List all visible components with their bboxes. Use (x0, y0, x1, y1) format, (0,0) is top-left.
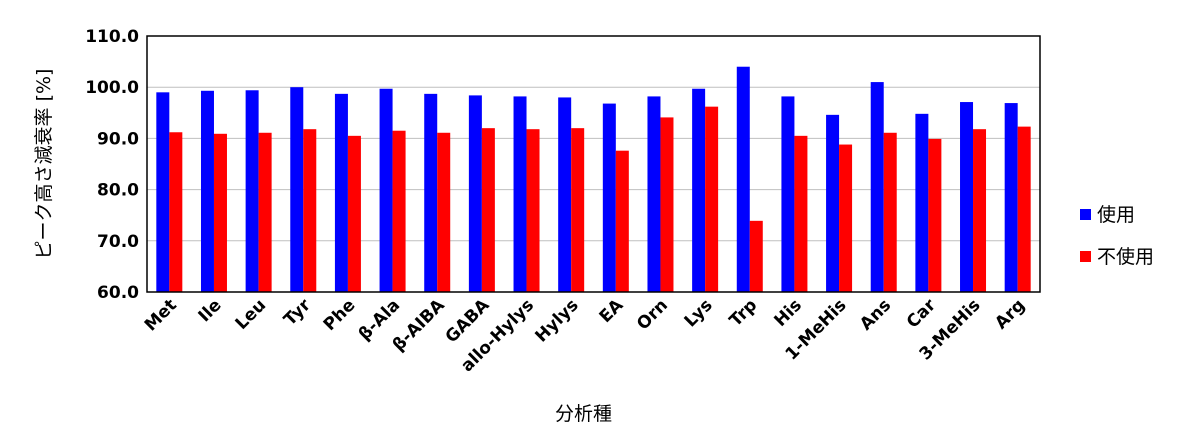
y-tick-label: 60.0 (97, 283, 139, 303)
y-tick-label: 110.0 (85, 27, 139, 47)
bar-shiyou-19 (1004, 103, 1018, 293)
bar-shiyou-11 (647, 96, 661, 292)
y-axis-ticks: 60.0 70.0 80.0 90.0 100.0 110.0 (85, 27, 139, 303)
bar-shiyou-0 (156, 92, 170, 292)
y-tick-label: 90.0 (97, 129, 139, 149)
legend-label-1: 不使用 (1097, 246, 1154, 268)
x-category-label: His (770, 295, 805, 330)
bar-fushiyou-7 (481, 128, 495, 292)
x-axis-ticks: Met Ile Leu Tyr Pheβ-Alaβ-AIBAGABAallo-Hylys… (141, 295, 1029, 376)
legend-swatch-0 (1080, 209, 1091, 220)
x-category-label: Met (141, 295, 181, 335)
x-category-label: Arg (991, 295, 1029, 333)
bars-group (156, 66, 1031, 293)
bar-fushiyou-3 (303, 129, 317, 292)
bar-shiyou-14 (781, 96, 795, 292)
legend-swatch-1 (1080, 251, 1091, 262)
bar-fushiyou-4 (347, 135, 361, 292)
bar-shiyou-3 (290, 87, 304, 292)
x-category-label: Ans (856, 295, 895, 334)
bar-shiyou-4 (334, 93, 348, 292)
y-tick-label: 100.0 (85, 78, 139, 98)
bar-shiyou-10 (602, 103, 616, 292)
bar-shiyou-7 (468, 95, 482, 292)
bar-fushiyou-0 (169, 132, 183, 292)
bar-shiyou-13 (736, 66, 750, 292)
bar-fushiyou-11 (660, 117, 674, 293)
bar-shiyou-16 (870, 82, 884, 292)
legend-label-0: 使用 (1097, 204, 1135, 226)
bar-fushiyou-15 (839, 144, 853, 292)
plot-area-frame (146, 35, 1041, 293)
x-category-label: Leu (232, 295, 271, 334)
gridlines (147, 86, 1040, 242)
bar-fushiyou-6 (437, 132, 451, 292)
bar-shiyou-15 (826, 114, 840, 293)
bar-fushiyou-9 (571, 128, 585, 292)
bar-shiyou-18 (960, 102, 974, 292)
bar-shiyou-9 (558, 97, 572, 292)
bar-fushiyou-8 (526, 129, 540, 292)
x-category-label: Car (903, 295, 940, 332)
x-category-label: Hylys (532, 295, 583, 346)
x-category-label: Orn (633, 295, 672, 334)
x-category-label: Trp (726, 295, 762, 331)
bar-shiyou-12 (692, 88, 706, 293)
bar-fushiyou-13 (749, 220, 763, 292)
bar-fushiyou-10 (615, 150, 629, 292)
bar-fushiyou-12 (705, 106, 719, 292)
x-category-label: Tyr (280, 295, 315, 330)
bar-fushiyou-1 (213, 133, 227, 292)
bar-shiyou-8 (513, 96, 527, 292)
y-tick-label: 70.0 (97, 232, 139, 252)
x-category-label: EA (596, 295, 628, 327)
bar-fushiyou-19 (1017, 126, 1031, 293)
y-axis-title: ピーク高さ減衰率 [%] (33, 69, 55, 260)
bar-fushiyou-18 (973, 129, 987, 292)
bar-shiyou-5 (379, 88, 393, 293)
bar-fushiyou-17 (928, 138, 942, 292)
bar-fushiyou-14 (794, 135, 808, 292)
bar-shiyou-1 (200, 90, 214, 292)
bar-fushiyou-5 (392, 130, 406, 292)
bar-shiyou-6 (424, 93, 438, 292)
y-tick-label: 80.0 (97, 181, 139, 201)
bar-fushiyou-2 (258, 132, 272, 292)
x-category-label: Lys (681, 295, 717, 331)
x-category-label: Phe (320, 295, 360, 335)
x-axis-title: 分析種 (555, 403, 612, 425)
bar-shiyou-17 (915, 113, 929, 292)
bar-fushiyou-16 (883, 132, 897, 292)
bar-shiyou-2 (245, 90, 259, 292)
x-category-label: Ile (195, 295, 226, 326)
